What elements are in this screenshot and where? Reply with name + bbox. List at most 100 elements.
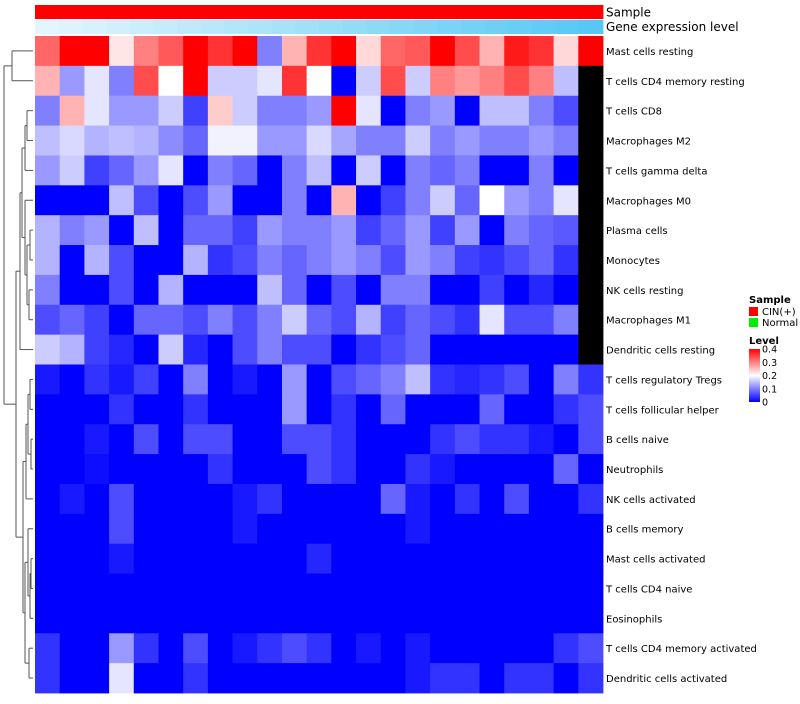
heatmap-cell: [380, 155, 406, 186]
heatmap-cell: [207, 215, 233, 246]
legend-swatch-cin: [749, 307, 758, 316]
heatmap-cell: [479, 603, 505, 634]
heatmap-cell: [207, 36, 233, 67]
heatmap-cell: [232, 274, 258, 306]
heatmap-cell: [109, 125, 135, 156]
heatmap-cell: [158, 663, 184, 694]
row-label: Dendritic cells resting: [606, 346, 715, 357]
heatmap-cell: [528, 95, 555, 126]
heatmap-cell: [405, 513, 431, 545]
gene-expression-annotation-cell: [555, 20, 580, 34]
heatmap-cell: [306, 155, 332, 186]
heatmap-cell: [528, 424, 555, 455]
heatmap-cell: [35, 454, 61, 485]
heatmap-cell: [84, 95, 110, 126]
heatmap-cell: [133, 454, 159, 485]
heatmap-cell: [158, 95, 184, 126]
heatmap-cell: [405, 454, 431, 485]
heatmap-cell: [356, 215, 382, 246]
heatmap-cell: [356, 334, 382, 365]
heatmap-cell: [578, 304, 604, 336]
heatmap-cell: [35, 394, 61, 425]
heatmap-cell: [553, 424, 579, 455]
heatmap-cell: [35, 95, 61, 126]
heatmap-cell: [454, 95, 480, 126]
heatmap-cell: [430, 304, 456, 336]
gene-expression-annotation-cell: [271, 20, 296, 34]
heatmap-cell: [405, 215, 431, 246]
sample-annotation-cell: [437, 5, 462, 19]
heatmap-cell: [405, 245, 431, 276]
heatmap-cell: [479, 454, 505, 485]
heatmap-cell: [183, 185, 209, 216]
heatmap-cell: [158, 155, 184, 186]
heatmap-cell: [207, 633, 233, 664]
heatmap-cell: [183, 543, 209, 574]
heatmap-cell: [405, 483, 431, 515]
heatmap-cell: [528, 36, 555, 67]
heatmap-cell: [380, 424, 406, 455]
heatmap-cell: [553, 125, 579, 156]
heatmap-cell: [528, 364, 555, 395]
heatmap-cell: [454, 633, 480, 664]
heatmap-cell: [281, 125, 308, 156]
gene-expression-annotation-cell: [248, 20, 273, 34]
gene-expression-annotation-cell: [461, 20, 486, 34]
heatmap-cell: [380, 543, 406, 574]
heatmap-cell: [109, 304, 135, 336]
sample-annotation-cell: [342, 5, 367, 19]
heatmap-cell: [479, 95, 505, 126]
heatmap-cell: [504, 185, 530, 216]
heatmap-cell: [454, 155, 480, 186]
heatmap-cell: [59, 663, 85, 694]
heatmap-cell: [578, 424, 604, 455]
heatmap-cell: [331, 394, 357, 425]
heatmap-cell: [504, 65, 530, 97]
heatmap-cell: [84, 543, 110, 574]
heatmap-cell: [257, 483, 283, 515]
heatmap-cell: [84, 155, 110, 186]
heatmap-cell: [306, 663, 332, 694]
heatmap-cell: [109, 513, 135, 545]
heatmap-cell: [331, 65, 357, 97]
heatmap-cell: [578, 215, 604, 246]
heatmap-cell: [380, 394, 406, 425]
heatmap-cell: [380, 513, 406, 545]
heatmap-cell: [257, 36, 283, 67]
heatmap-cell: [281, 663, 308, 694]
heatmap-cell: [405, 633, 431, 664]
heatmap-cell: [232, 663, 258, 694]
heatmap-cell: [405, 573, 431, 604]
heatmap-cell: [35, 215, 61, 246]
heatmap-cell: [430, 454, 456, 485]
heatmap-cell: [207, 95, 233, 126]
heatmap-cell: [257, 454, 283, 485]
heatmap-cell: [109, 633, 135, 664]
legend-level-tick: 0.2: [762, 371, 777, 382]
sample-annotation-cell: [484, 5, 509, 19]
heatmap-cell: [306, 185, 332, 216]
heatmap-cell: [133, 274, 159, 306]
heatmap-cell: [133, 95, 159, 126]
heatmap-cell: [553, 215, 579, 246]
heatmap-cell: [133, 364, 159, 395]
heatmap-cell: [158, 185, 184, 216]
heatmap-cell: [578, 125, 604, 156]
row-label: Neutrophils: [606, 465, 663, 476]
sample-annotation-cell: [177, 5, 202, 19]
heatmap-cell: [380, 185, 406, 216]
heatmap-cell: [158, 573, 184, 604]
heatmap-cell: [133, 36, 159, 67]
gene-expression-annotation-cell: [35, 20, 60, 34]
heatmap-cell: [331, 215, 357, 246]
heatmap-cell: [430, 394, 456, 425]
heatmap-cell: [281, 95, 308, 126]
heatmap-cell: [306, 245, 332, 276]
heatmap-cell: [257, 633, 283, 664]
heatmap-cell: [479, 304, 505, 336]
heatmap-cell: [553, 543, 579, 574]
heatmap-cell: [257, 543, 283, 574]
heatmap-cell: [257, 215, 283, 246]
heatmap-cell: [109, 573, 135, 604]
heatmap-cell: [158, 454, 184, 485]
